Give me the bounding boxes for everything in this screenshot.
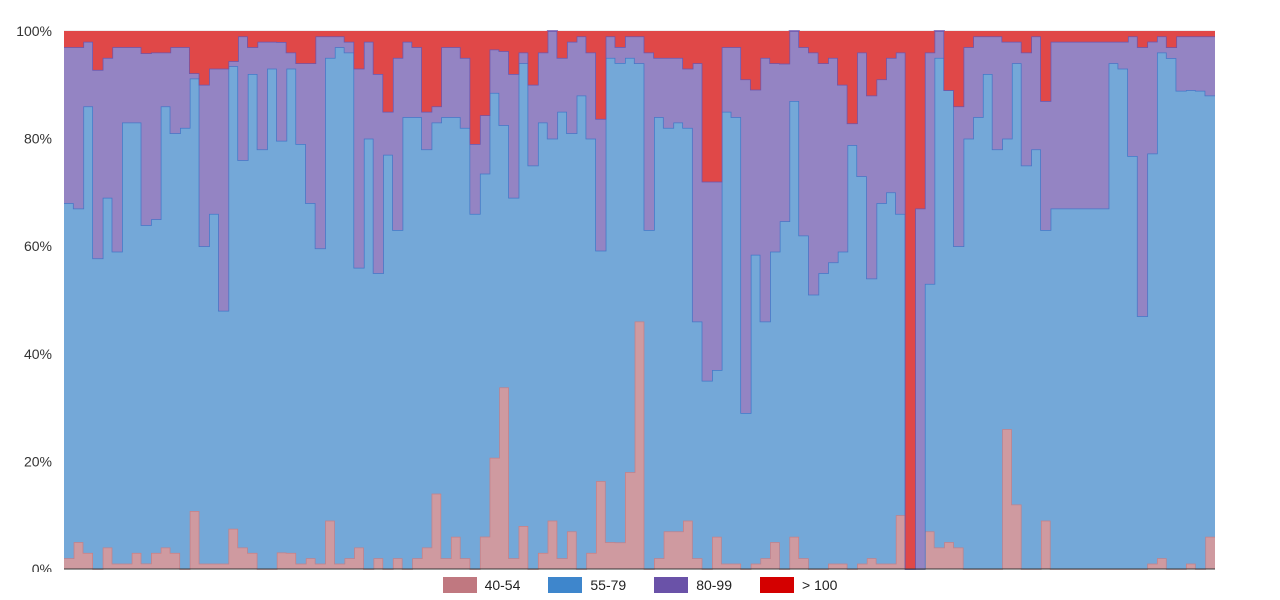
y-tick-label: 0% — [32, 561, 52, 572]
series-area — [64, 31, 1215, 569]
series-area — [64, 47, 1215, 570]
legend-label: > 100 — [802, 577, 838, 593]
y-tick-label: 80% — [24, 131, 52, 147]
legend-item: 55-79 — [548, 577, 626, 593]
y-tick-label: 60% — [24, 238, 52, 254]
series-areas — [64, 30, 1215, 570]
legend-swatch — [548, 577, 583, 593]
legend-item: 80-99 — [654, 577, 732, 593]
legend-swatch — [654, 577, 689, 593]
y-tick-label: 40% — [24, 346, 52, 362]
legend: 40-54 55-79 80-99 > 100 — [0, 573, 1280, 597]
legend-label: 80-99 — [696, 577, 732, 593]
y-tick-label: 20% — [24, 453, 52, 469]
legend-item: 40-54 — [442, 577, 521, 593]
legend-label: 55-79 — [590, 577, 627, 593]
legend-label: 40-54 — [484, 577, 521, 593]
y-tick-label: 100% — [16, 23, 52, 39]
legend-swatch — [442, 577, 477, 593]
series-area — [64, 321, 1215, 569]
legend-item: > 100 — [760, 577, 837, 593]
stacked-area-chart: 0% 20% 40% 60% 80% 100% — [16, 23, 1215, 572]
y-axis: 0% 20% 40% 60% 80% 100% — [16, 23, 1215, 572]
legend-swatch — [760, 577, 794, 593]
